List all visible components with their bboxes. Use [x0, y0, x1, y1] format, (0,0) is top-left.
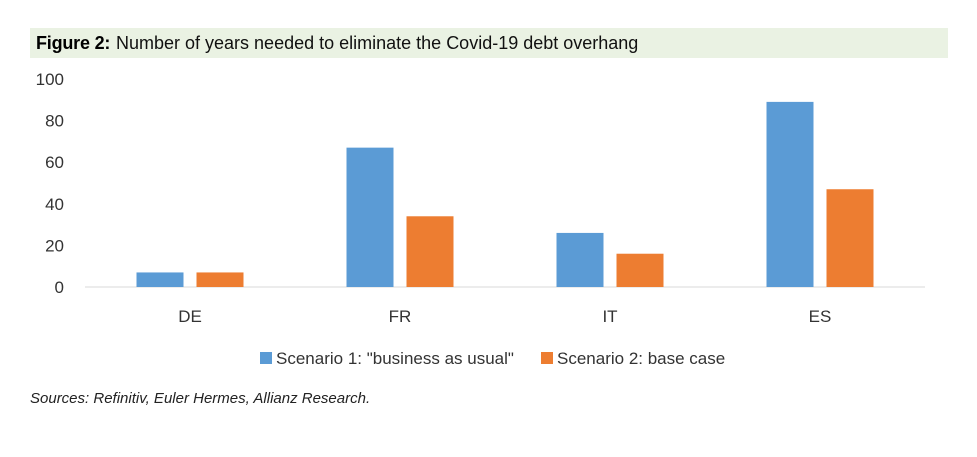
y-tick-label: 60	[45, 153, 64, 172]
chart-title: Number of years needed to eliminate the …	[116, 33, 639, 53]
legend-label: Scenario 1: "business as usual"	[276, 349, 514, 368]
bar-de-series-2	[196, 272, 244, 287]
bars	[136, 101, 874, 287]
legend: Scenario 1: "business as usual" Scenario …	[260, 349, 725, 368]
x-tick-label: DE	[178, 307, 202, 326]
bar-es-series-1	[766, 101, 814, 287]
bar-fr-series-2	[406, 216, 454, 287]
y-tick-label: 80	[45, 112, 64, 131]
y-tick-label: 0	[55, 278, 64, 297]
bar-it-series-1	[556, 232, 604, 287]
bar-fr-series-1	[346, 147, 394, 287]
bar-es-series-2	[826, 189, 874, 287]
figure-label: Figure 2:	[36, 33, 111, 53]
x-tick-label: FR	[389, 307, 412, 326]
legend-swatch	[541, 352, 553, 364]
y-axis: 0 20 40 60 80 100	[36, 70, 64, 297]
x-axis: DE FR IT ES	[178, 307, 831, 326]
source-note: Sources: Refinitiv, Euler Hermes, Allian…	[30, 390, 371, 407]
y-tick-label: 100	[36, 70, 64, 89]
bar-it-series-2	[616, 253, 664, 287]
bar-de-series-1	[136, 272, 184, 287]
legend-swatch	[260, 352, 272, 364]
y-tick-label: 40	[45, 195, 64, 214]
legend-label: Scenario 2: base case	[557, 349, 725, 368]
y-tick-label: 20	[45, 236, 64, 255]
x-tick-label: ES	[809, 307, 832, 326]
x-tick-label: IT	[602, 307, 617, 326]
chart-title-bar: Figure 2: Number of years needed to elim…	[30, 28, 948, 58]
bar-chart: 0 20 40 60 80 100 DE FR IT ES Scenario 1: "busin…	[36, 70, 925, 368]
